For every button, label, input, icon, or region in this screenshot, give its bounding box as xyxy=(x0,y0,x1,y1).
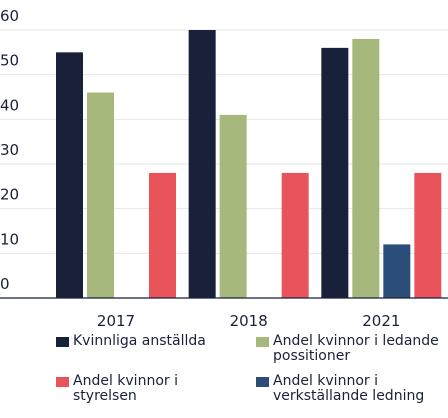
legend-label: Andel kvinnor i verkställande ledning xyxy=(273,373,425,404)
bar xyxy=(87,92,114,299)
bar xyxy=(352,38,380,298)
x-tick-label: 2017 xyxy=(97,312,135,330)
y-tick-label: 30 xyxy=(0,141,19,159)
legend-label: Andel kvinnor i styrelsen xyxy=(73,373,178,404)
legend-label: Kvinnliga anställda xyxy=(73,333,206,349)
legend-swatch xyxy=(256,377,269,387)
bar xyxy=(321,47,349,298)
chart: 0 10 20 30 40 50 60 2017 2018 2021 xyxy=(0,7,448,330)
legend-swatch xyxy=(56,377,69,387)
y-tick-label: 10 xyxy=(0,230,19,248)
legend-label: Andel kvinnor i ledande possitioner xyxy=(273,333,439,364)
y-tick-label: 20 xyxy=(0,186,19,204)
bar xyxy=(188,30,216,298)
bar xyxy=(219,114,247,298)
y-tick-label: 0 xyxy=(0,275,10,293)
bar xyxy=(383,244,411,298)
legend-item: Andel kvinnor i styrelsen xyxy=(56,374,256,404)
x-tick-label: 2018 xyxy=(230,312,268,330)
x-tick-label: 2021 xyxy=(362,312,400,330)
bar xyxy=(56,52,83,299)
y-tick-label: 50 xyxy=(0,52,19,70)
y-tick-label: 60 xyxy=(0,7,19,25)
legend-item: Andel kvinnor i verkställande ledning xyxy=(256,374,448,404)
bar xyxy=(281,172,309,298)
legend-item: Kvinnliga anställda xyxy=(56,334,256,364)
legend-swatch xyxy=(256,337,269,347)
bar xyxy=(149,172,176,298)
legend-item: Andel kvinnor i ledande possitioner xyxy=(256,334,448,364)
bar xyxy=(414,172,442,298)
legend: Kvinnliga anställda Andel kvinnor i ledan… xyxy=(56,334,448,404)
y-tick-label: 40 xyxy=(0,96,19,114)
legend-swatch xyxy=(56,337,69,347)
